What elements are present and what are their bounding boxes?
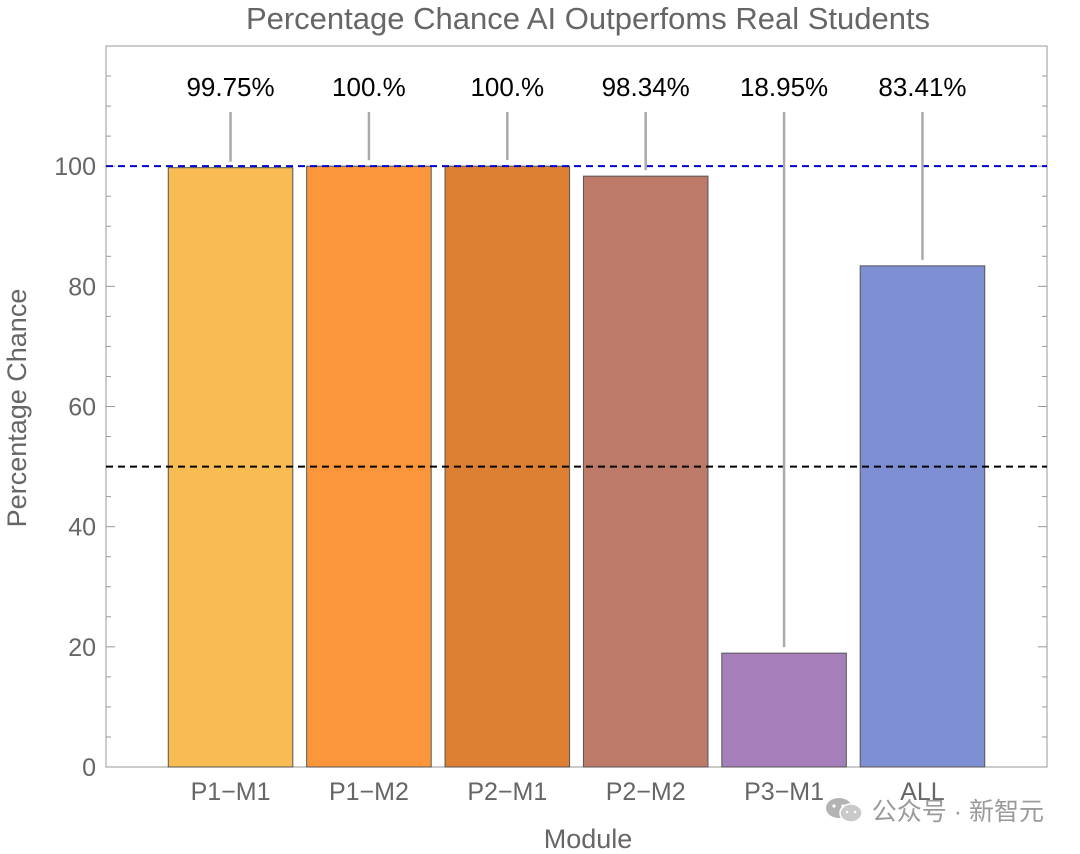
x-tick-label: P1−M2 <box>329 778 409 806</box>
data-label: 99.75% <box>186 72 274 102</box>
chart-title: Percentage Chance AI Outperfoms Real Stu… <box>246 1 930 36</box>
data-label: 100.% <box>332 72 406 102</box>
bar <box>859 265 986 768</box>
y-tick-label: 80 <box>68 273 96 301</box>
y-tick-label: 60 <box>68 394 96 422</box>
data-label: 100.% <box>470 72 544 102</box>
y-tick-label: 0 <box>82 754 96 782</box>
bar <box>721 652 847 768</box>
data-label: 83.41% <box>878 72 966 102</box>
watermark-text: 公众号 · 新智元 <box>871 798 1044 826</box>
x-tick-label: ALL <box>900 778 945 806</box>
x-tick-label: P2−M1 <box>467 778 547 806</box>
x-axis-label: Module <box>544 824 633 854</box>
x-tick-label: P2−M2 <box>606 778 686 806</box>
y-tick-label: 20 <box>68 634 96 662</box>
bar <box>582 175 709 768</box>
data-label: 98.34% <box>602 72 690 102</box>
x-tick-label: P3−M1 <box>744 778 824 806</box>
y-tick-label: 100 <box>54 153 96 181</box>
plot-area: 0 20 40 60 80 100 99.75% P1−M1 100.% P1−M2 100.% P2… <box>54 45 1048 806</box>
wechat-icon <box>824 796 864 824</box>
x-tick-label: P1−M1 <box>191 778 271 806</box>
y-tick-label: 40 <box>68 514 96 542</box>
watermark: 公众号 · 新智元 <box>824 792 1044 828</box>
data-label: 18.95% <box>740 72 828 102</box>
y-axis-label: Percentage Chance <box>2 289 32 528</box>
